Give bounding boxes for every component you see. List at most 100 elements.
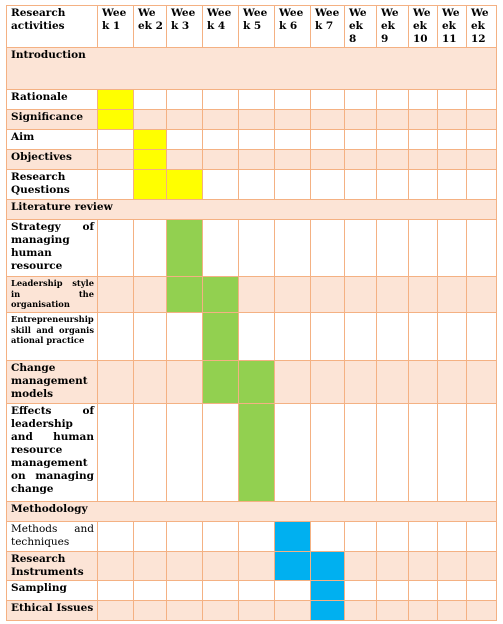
week-cell xyxy=(202,580,239,601)
week-cell xyxy=(202,129,239,150)
week-cell xyxy=(97,129,134,150)
week-cell xyxy=(310,403,345,502)
week-cell xyxy=(238,149,275,170)
week-cell xyxy=(466,276,497,313)
week-cell xyxy=(376,109,409,130)
week-cell xyxy=(408,312,438,361)
week-cell xyxy=(310,276,345,313)
activity-label: Effects of leadership and human resource… xyxy=(6,403,98,502)
week-cell xyxy=(408,551,438,581)
week-cell xyxy=(238,580,275,601)
week-cell xyxy=(310,219,345,277)
week-cell xyxy=(437,109,467,130)
week-cell xyxy=(274,403,311,502)
week-cell xyxy=(310,149,345,170)
scheduled-week-cell xyxy=(238,360,275,404)
week-cell xyxy=(97,312,134,361)
week-cell xyxy=(376,312,409,361)
week-cell xyxy=(408,276,438,313)
activity-label: Leadership style in the organisation xyxy=(6,276,98,313)
week-cell xyxy=(166,109,203,130)
scheduled-week-cell xyxy=(97,109,134,130)
week-cell xyxy=(466,312,497,361)
week-cell xyxy=(344,600,377,621)
week-cell xyxy=(408,89,438,110)
week-cell xyxy=(437,521,467,552)
week-header: We ek 11 xyxy=(437,5,467,48)
week-cell xyxy=(408,403,438,502)
activity-label: Research Questions xyxy=(6,169,98,200)
week-cell xyxy=(166,403,203,502)
week-cell xyxy=(238,89,275,110)
week-cell xyxy=(202,169,239,200)
week-cell xyxy=(408,521,438,552)
week-cell xyxy=(274,169,311,200)
activity-label: Methods and techniques xyxy=(6,521,98,552)
week-cell xyxy=(133,360,167,404)
week-cell xyxy=(133,521,167,552)
week-header: We ek 2 xyxy=(133,5,167,48)
week-cell xyxy=(437,551,467,581)
week-cell xyxy=(133,276,167,313)
scheduled-week-cell xyxy=(310,600,345,621)
week-cell xyxy=(344,312,377,361)
week-cell xyxy=(97,360,134,404)
week-cell xyxy=(133,551,167,581)
week-cell xyxy=(238,169,275,200)
week-cell xyxy=(466,169,497,200)
activity-label: Strategy of managing human resource xyxy=(6,219,98,277)
week-header: We ek 8 xyxy=(344,5,377,48)
scheduled-week-cell xyxy=(133,149,167,170)
week-header: We ek 12 xyxy=(466,5,497,48)
week-cell xyxy=(166,89,203,110)
scheduled-week-cell xyxy=(166,219,203,277)
week-cell xyxy=(437,129,467,150)
week-header: Wee k 3 xyxy=(166,5,203,48)
week-header: We ek 10 xyxy=(408,5,438,48)
activity-label: Rationale xyxy=(6,89,98,110)
activity-row: Entrepreneurship skill and organisationa… xyxy=(6,312,497,361)
activity-label: Change management models xyxy=(6,360,98,404)
week-cell xyxy=(408,109,438,130)
week-cell xyxy=(310,109,345,130)
week-cell xyxy=(437,312,467,361)
week-cell xyxy=(344,521,377,552)
week-cell xyxy=(408,360,438,404)
activity-row: Leadership style in the organisation xyxy=(6,276,497,313)
activity-row: Methods and techniques xyxy=(6,521,497,552)
week-cell xyxy=(344,149,377,170)
week-cell xyxy=(166,312,203,361)
week-cell xyxy=(408,129,438,150)
week-cell xyxy=(344,129,377,150)
week-header: Wee k 7 xyxy=(310,5,345,48)
week-cell xyxy=(466,521,497,552)
week-cell xyxy=(376,169,409,200)
week-cell xyxy=(133,580,167,601)
activity-label: Research Instruments xyxy=(6,551,98,581)
week-cell xyxy=(310,89,345,110)
week-cell xyxy=(274,580,311,601)
week-cell xyxy=(133,219,167,277)
activity-label: Ethical Issues xyxy=(6,600,98,621)
scheduled-week-cell xyxy=(274,521,311,552)
week-cell xyxy=(238,600,275,621)
activity-label: Sampling xyxy=(6,580,98,601)
week-cell xyxy=(344,169,377,200)
week-cell xyxy=(310,129,345,150)
week-cell xyxy=(202,109,239,130)
scheduled-week-cell xyxy=(238,403,275,502)
week-cell xyxy=(344,109,377,130)
week-cell xyxy=(344,403,377,502)
week-cell xyxy=(376,403,409,502)
activity-row: Objectives xyxy=(6,149,497,170)
week-cell xyxy=(408,219,438,277)
week-header: Wee k 5 xyxy=(238,5,275,48)
scheduled-week-cell xyxy=(202,360,239,404)
activity-row: Research Questions xyxy=(6,169,497,200)
week-cell xyxy=(238,129,275,150)
week-cell xyxy=(437,219,467,277)
activity-label: Objectives xyxy=(6,149,98,170)
scheduled-week-cell xyxy=(202,312,239,361)
week-cell xyxy=(344,360,377,404)
week-cell xyxy=(202,600,239,621)
